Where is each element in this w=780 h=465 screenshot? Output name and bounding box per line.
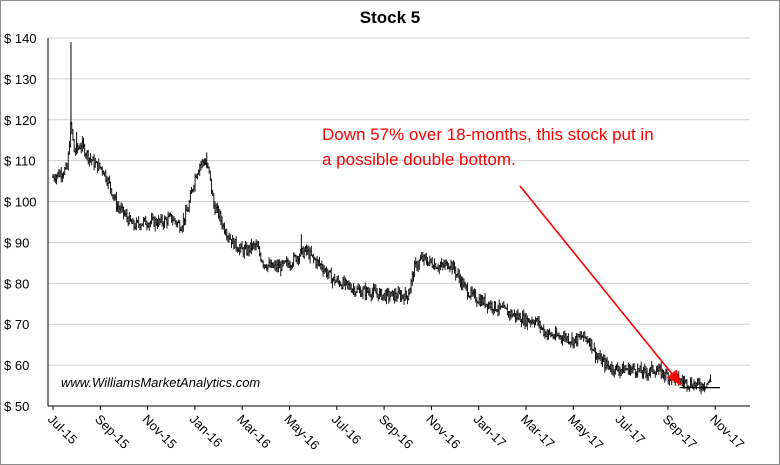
y-tick-label: $ 80	[4, 276, 29, 291]
grid-lines	[48, 37, 750, 366]
x-tick-label: Jul-15	[45, 412, 81, 448]
x-tick-label: Jan-17	[471, 412, 510, 451]
x-tick-label: Jul-16	[329, 412, 365, 448]
price-series	[52, 42, 720, 395]
annotation-arrow	[519, 185, 682, 386]
axes	[47, 38, 750, 410]
y-tick-label: $ 60	[4, 358, 29, 373]
x-tick-label: Mar-16	[234, 412, 274, 452]
x-tick-label: Sep-17	[660, 412, 700, 452]
y-tick-label: $ 120	[4, 113, 37, 128]
y-tick-label: $ 100	[4, 195, 37, 210]
y-tick-label: $ 140	[4, 31, 37, 46]
x-tick-label: May-17	[565, 412, 606, 453]
y-tick-label: $ 70	[4, 317, 29, 332]
y-tick-label: $ 130	[4, 72, 37, 87]
x-tick-label: Sep-15	[92, 412, 132, 452]
x-tick-label: Jul-17	[612, 412, 648, 448]
y-tick-label: $ 110	[4, 154, 36, 169]
x-tick-label: Nov-15	[139, 412, 179, 452]
x-tick-label: Jan-16	[187, 412, 226, 451]
y-tick-label: $ 90	[4, 235, 29, 250]
x-tick-label: Nov-16	[423, 412, 463, 452]
watermark-text: www.WilliamsMarketAnalytics.com	[61, 375, 261, 390]
x-tick-label: Mar-17	[518, 412, 558, 452]
x-tick-labels: Jul-15 Sep-15 Nov-15 Jan-16 Mar-16 May-16 Jul-…	[45, 412, 747, 453]
x-tick-label: May-16	[281, 412, 322, 453]
chart-title: Stock 5	[359, 8, 421, 27]
x-tick-label: Sep-16	[376, 412, 416, 452]
x-tick-label: Nov-17	[707, 412, 747, 452]
y-tick-labels: $ 50 $ 60 $ 70 $ 80 $ 90 $ 100 $ 110 $ 120 $ 130…	[4, 31, 37, 414]
annotation-text: Down 57% over 18-months, this stock put …	[322, 125, 654, 169]
y-tick-label: $ 50	[4, 399, 29, 414]
annotation-arrow-line	[519, 185, 682, 386]
